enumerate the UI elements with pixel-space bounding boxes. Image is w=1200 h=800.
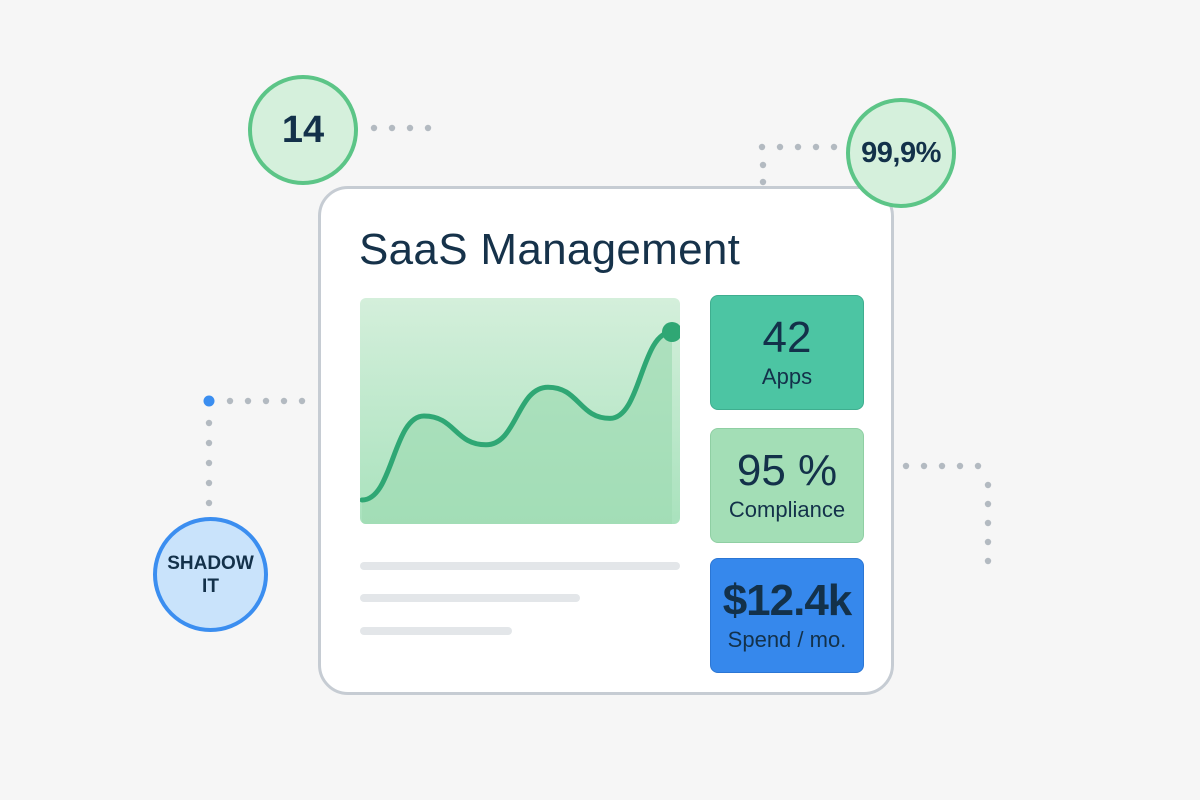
connector-dot xyxy=(388,124,396,132)
connector-dot xyxy=(298,397,306,405)
stat-value: 42 xyxy=(762,312,812,362)
connector-dot xyxy=(759,161,767,169)
shadow-it-bubble: SHADOW IT xyxy=(153,517,268,632)
stat-tile-apps: 42 Apps xyxy=(710,295,864,410)
chart-line xyxy=(360,329,675,503)
connector-dot xyxy=(205,499,213,507)
connector-dot xyxy=(370,124,378,132)
uptime-bubble: 99,9% xyxy=(846,98,956,208)
chart-area xyxy=(362,332,672,524)
stat-tile-spend: $12.4k Spend / mo. xyxy=(710,558,864,673)
stat-value: 95 % xyxy=(736,445,838,495)
connector-dot xyxy=(205,419,213,427)
stat-value: $12.4k xyxy=(722,575,853,625)
connector-dot xyxy=(280,397,288,405)
count-bubble: 14 xyxy=(248,75,358,185)
stat-label: Apps xyxy=(761,363,813,389)
connector-dot xyxy=(920,462,928,470)
connector-dot xyxy=(984,538,992,546)
connector-dot xyxy=(984,481,992,489)
connector-dot xyxy=(205,479,213,487)
chart-endpoint-dot xyxy=(662,322,680,342)
card-title: SaaS Management xyxy=(359,225,741,274)
connector-dot xyxy=(830,143,838,151)
connector-dot xyxy=(205,439,213,447)
connector-dot xyxy=(205,459,213,467)
connector-endpoint-dot xyxy=(203,395,215,407)
connector-dot xyxy=(406,124,414,132)
connector-dot xyxy=(262,397,270,405)
placeholder-text-line xyxy=(360,627,512,635)
connector-dot xyxy=(226,397,234,405)
connector-dot xyxy=(794,143,802,151)
connector-dot xyxy=(956,462,964,470)
connector-dot xyxy=(759,178,767,186)
connector-dot xyxy=(424,124,432,132)
connector-dot xyxy=(984,519,992,527)
connector-dot xyxy=(938,462,946,470)
connector-dot xyxy=(984,500,992,508)
connector-dot xyxy=(902,462,910,470)
saas-dashboard-card: SaaS Management 42 Apps 95 % Compliance … xyxy=(318,186,894,695)
stat-label: Spend / mo. xyxy=(727,626,847,652)
trend-chart xyxy=(360,298,680,524)
trend-chart-svg xyxy=(360,298,680,524)
connector-dot xyxy=(812,143,820,151)
connector-dot xyxy=(758,143,766,151)
connector-dot xyxy=(776,143,784,151)
stat-label: Compliance xyxy=(728,496,846,522)
placeholder-text-line xyxy=(360,594,580,602)
connector-dot xyxy=(244,397,252,405)
stat-tile-compliance: 95 % Compliance xyxy=(710,428,864,543)
connector-dot xyxy=(984,557,992,565)
placeholder-text-line xyxy=(360,562,680,570)
connector-dot xyxy=(974,462,982,470)
